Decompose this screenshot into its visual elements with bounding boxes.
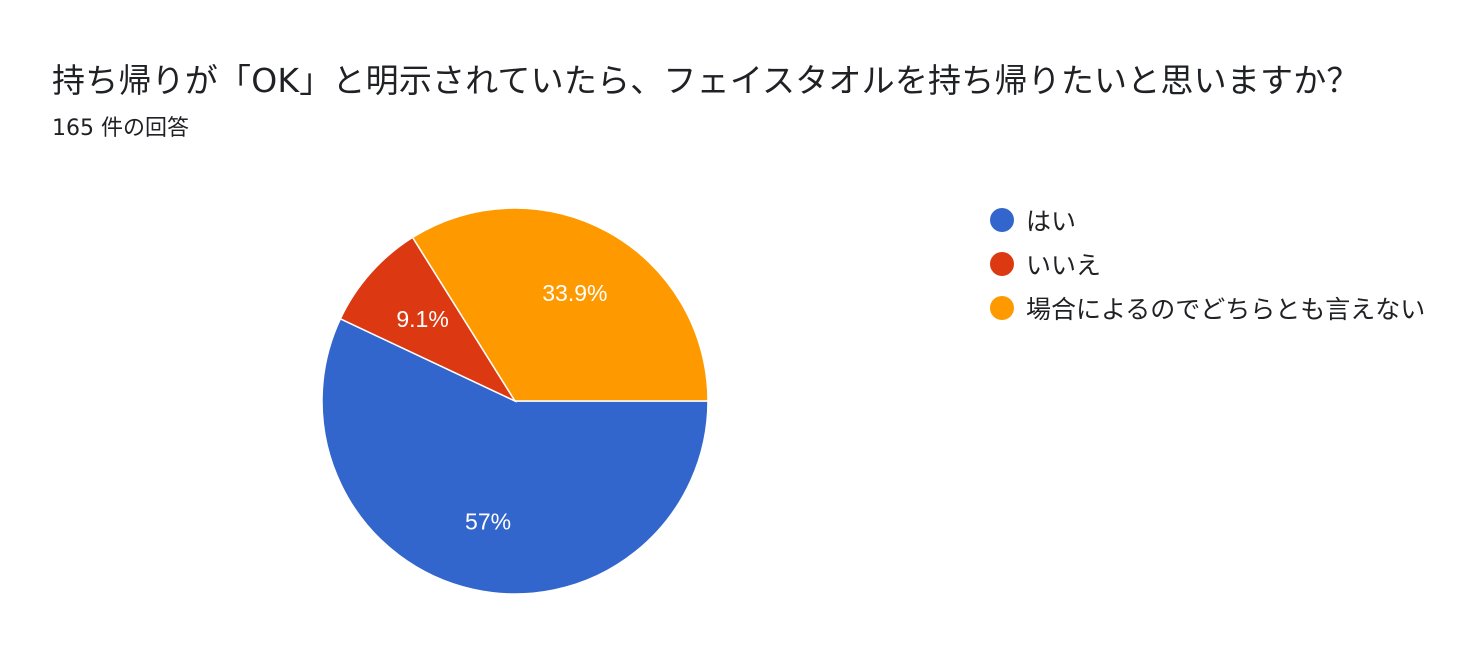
slice-label-2: 9.1% [396,306,448,332]
legend-swatch [990,296,1014,320]
chart-legend: はいいいえ場合によるのでどちらとも言えない [990,198,1425,330]
response-count: 165 件の回答 [52,116,189,141]
legend-swatch [990,208,1014,232]
legend-label: いいえ [1026,251,1102,280]
legend-label: 場合によるのでどちらとも言えない [1026,295,1426,324]
legend-item-1[interactable]: はい [990,198,1425,242]
pie-slice-2[interactable] [339,236,517,403]
slice-label-1: 57% [465,509,511,535]
legend-label: はい [1026,207,1077,236]
pie-slice-1[interactable] [321,317,709,595]
legend-swatch [990,252,1014,276]
legend-item-2[interactable]: いいえ [990,242,1425,286]
slice-label-3: 33.9% [542,280,607,306]
pie-slice-3[interactable] [411,207,709,402]
question-title: 持ち帰りが「OK」と明示されていたら、フェイスタオルを持ち帰りたいと思いますか？ [52,61,1360,100]
legend-item-3[interactable]: 場合によるのでどちらとも言えない [990,286,1425,330]
